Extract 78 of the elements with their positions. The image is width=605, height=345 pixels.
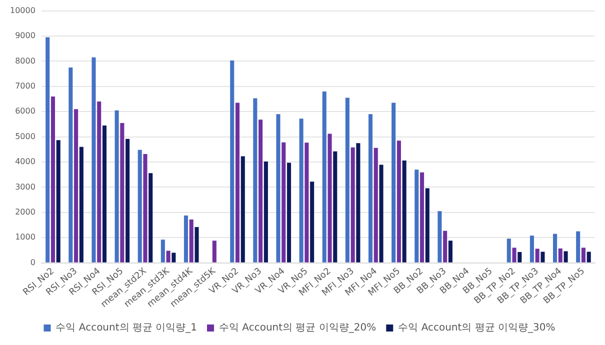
- bar: [240, 156, 245, 262]
- bar: [230, 60, 234, 262]
- bar: [581, 248, 586, 262]
- y-tick-label: 5000: [15, 132, 36, 141]
- bar: [512, 248, 516, 262]
- bar: [282, 142, 286, 262]
- y-tick-label: 2000: [15, 208, 36, 216]
- bar: [92, 57, 96, 262]
- bar: [448, 240, 452, 262]
- bar: [350, 147, 355, 262]
- y-tick-label: 8000: [15, 56, 36, 66]
- y-tick-label: 9000: [15, 31, 36, 40]
- bar: [102, 125, 107, 262]
- y-tick-label: 7000: [15, 81, 36, 90]
- bar: [68, 68, 73, 262]
- bar: [253, 98, 258, 262]
- bar: [396, 140, 401, 262]
- y-tick-label: 3000: [15, 182, 36, 192]
- bar: [374, 148, 378, 262]
- bar: [50, 96, 55, 262]
- bar: [553, 234, 558, 262]
- bar: [535, 248, 540, 262]
- bar: [160, 240, 165, 262]
- bar: [379, 164, 384, 262]
- bar: [304, 142, 309, 262]
- bar: [414, 170, 419, 262]
- y-tick-label: 4000: [15, 157, 36, 166]
- bar: [425, 188, 430, 262]
- bar: [56, 140, 60, 262]
- bar: [576, 231, 580, 262]
- bar: [558, 248, 562, 262]
- bar: [172, 252, 176, 262]
- bar: [586, 252, 591, 262]
- bar: [46, 37, 50, 262]
- bar: [322, 91, 326, 262]
- bar: [97, 102, 102, 262]
- y-tick-label: 1000: [15, 232, 36, 242]
- bar: [564, 251, 568, 262]
- bar: [264, 162, 268, 262]
- bar: [126, 138, 130, 262]
- y-tick-label: 10000: [10, 6, 36, 15]
- bar: [530, 236, 534, 262]
- bar: [368, 114, 373, 262]
- bar: [189, 219, 194, 262]
- bar: [356, 143, 360, 262]
- bar: [299, 118, 304, 262]
- bar: [540, 252, 545, 262]
- bar: [345, 98, 350, 262]
- bar: [235, 102, 240, 262]
- bar: [333, 151, 338, 262]
- bar: [114, 110, 119, 262]
- legend-label: 수익 Account의 평균 이익량_20%: [219, 322, 376, 334]
- bar: [420, 172, 424, 262]
- bar: [79, 146, 84, 262]
- legend-label: 수익 Account의 평균 이익량_1: [56, 322, 198, 334]
- bar: [138, 150, 142, 262]
- bar: [518, 252, 522, 262]
- bar: [402, 160, 406, 262]
- bar: [276, 114, 280, 262]
- bar: [166, 250, 170, 262]
- bar: [328, 134, 332, 262]
- bar: [184, 215, 188, 262]
- legend-label: 수익 Account의 평균 이익량_30%: [398, 322, 556, 334]
- bar: [258, 120, 263, 262]
- bar: [143, 154, 148, 262]
- bar: [194, 227, 199, 262]
- bar: [120, 122, 124, 262]
- bar: [310, 182, 314, 262]
- y-tick-label: 0: [30, 258, 36, 267]
- bar: [443, 230, 448, 262]
- bar: [148, 173, 153, 262]
- y-tick-label: 6000: [15, 106, 36, 116]
- bar: [74, 109, 78, 262]
- bar: [392, 102, 396, 262]
- bar: [212, 240, 216, 262]
- bar: [438, 211, 442, 262]
- bar: [506, 238, 511, 262]
- bar: [286, 162, 292, 262]
